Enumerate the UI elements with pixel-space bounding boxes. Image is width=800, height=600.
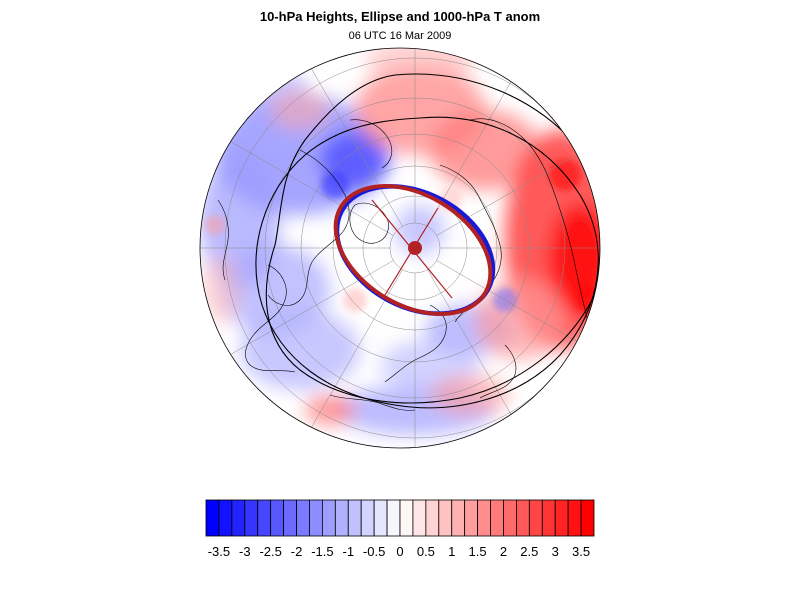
colorbar-tick-label: -2: [291, 544, 303, 559]
colorbar-labels: -3.5 -3 -2.5 -2 -1.5 -1 -0.5 0 0.5 1 1.5 2 2.5 3 3.5: [208, 544, 590, 559]
colorbar-box: [425, 499, 440, 537]
colorbar-tick-label: -3.5: [208, 544, 230, 559]
colorbar-box: [218, 499, 233, 537]
meridian-line: [436, 117, 600, 236]
colorbar-box: [257, 499, 272, 537]
colorbar-box: [231, 499, 246, 537]
colorbar-box: [360, 499, 375, 537]
colorbar-box: [283, 499, 297, 537]
colorbar-box: [296, 499, 310, 537]
colorbar-tick-label: -3: [239, 544, 251, 559]
anomaly-shading: [200, 48, 600, 435]
colorbar-box: [244, 499, 259, 537]
colorbar-tick-label: -1.5: [311, 544, 333, 559]
colorbar-box: [528, 499, 543, 537]
colorbar-box: [334, 499, 349, 537]
colorbar-tick-label: 2: [500, 544, 507, 559]
colorbar-box: [205, 499, 220, 537]
colorbar-tick-label: -1: [342, 544, 354, 559]
colorbar-tick-label: 3: [552, 544, 559, 559]
temperature-anomaly-field: [200, 48, 600, 448]
colorbar-box: [270, 499, 284, 537]
colorbar-box: [451, 499, 466, 537]
colorbar-box: [386, 499, 401, 537]
colorbar-box: [412, 499, 427, 537]
colorbar-tick-label: 1: [448, 544, 455, 559]
colorbar-tick-label: 2.5: [520, 544, 538, 559]
colorbar-box: [321, 499, 336, 537]
vortex-ellipses: [333, 184, 496, 316]
plot-subtitle: 06 UTC 16 Mar 2009: [348, 30, 452, 42]
ellipse-center-marker: [408, 241, 422, 255]
map-boundary: [199, 47, 601, 449]
colorbar-box: [503, 499, 517, 537]
colorbar-box: [373, 499, 388, 537]
colorbar-box: [516, 499, 530, 537]
colorbar-box: [490, 499, 504, 537]
polar-map: [199, 47, 601, 449]
colorbar-box: [309, 499, 323, 537]
colorbar-box: [347, 499, 362, 537]
colorbar-box: [554, 499, 569, 537]
colorbar-box: [399, 499, 414, 537]
colorbar-box: [464, 499, 478, 537]
colorbar-tick-label: 1.5: [469, 544, 487, 559]
colorbar-tick-label: 0: [396, 544, 403, 559]
plot-title: 10-hPa Heights, Ellipse and 1000-hPa T a…: [259, 9, 541, 24]
ellipse-red: [333, 184, 493, 316]
colorbar-box: [567, 499, 582, 537]
colorbar-box: [541, 499, 556, 537]
colorbar-tick-label: -2.5: [259, 544, 281, 559]
colorbar-boxes: [205, 499, 595, 537]
colorbar-tick-label: 0.5: [417, 544, 435, 559]
colorbar-box: [477, 499, 491, 537]
colorbar-tick-label: -0.5: [363, 544, 385, 559]
colorbar-box: [438, 499, 453, 537]
colorbar-tick-label: 3.5: [572, 544, 590, 559]
meridian-line: [436, 260, 600, 379]
colorbar-box: [580, 499, 595, 537]
